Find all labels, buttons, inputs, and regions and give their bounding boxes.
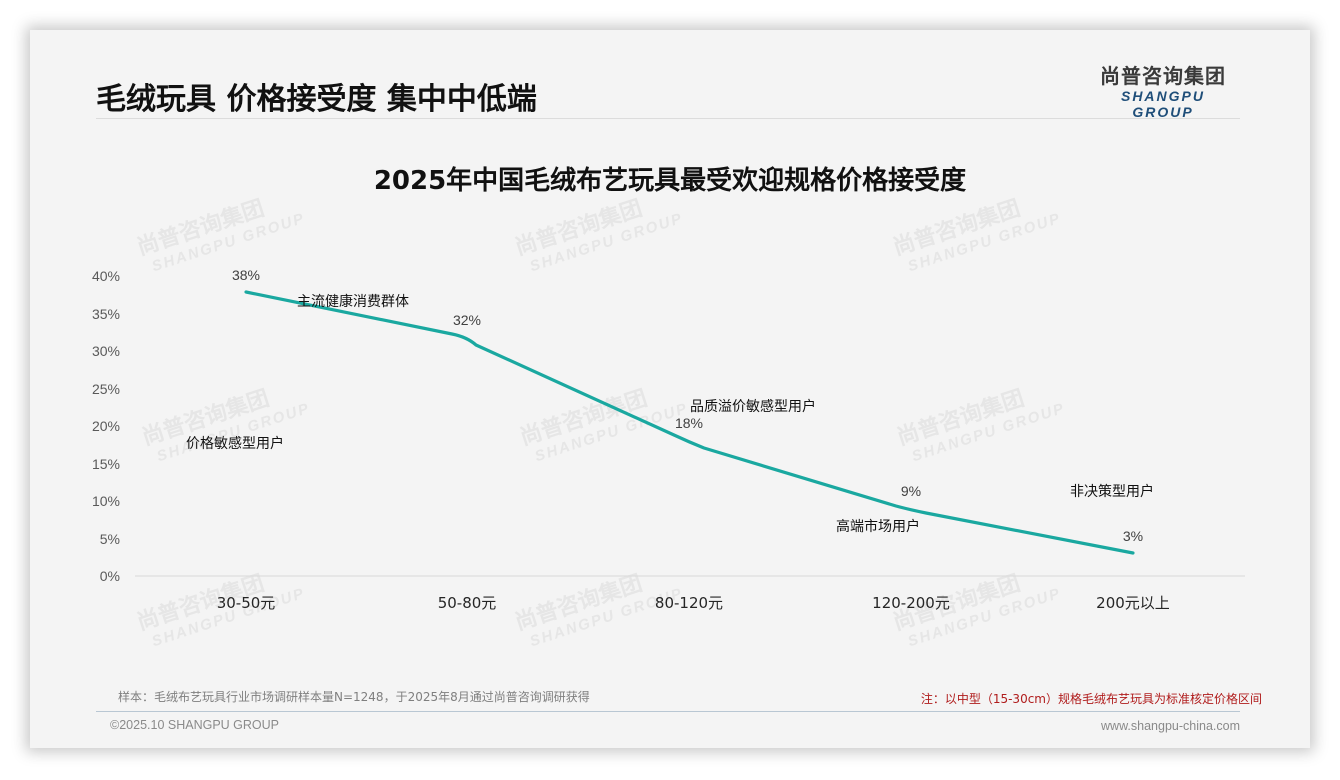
chart-title: 2025年中国毛绒布艺玩具最受欢迎规格价格接受度 xyxy=(373,166,967,196)
x-axis: 30-50元 50-80元 80-120元 120-200元 200元以上 xyxy=(217,594,1170,612)
sample-note: 样本：毛绒布艺玩具行业市场调研样本量N=1248，于2025年8月通过尚普咨询调… xyxy=(118,690,590,704)
annotation-mainstream: 主流健康消费群体 xyxy=(297,293,409,310)
annotation-high-end: 高端市场用户 xyxy=(836,518,920,535)
y-tick: 40% xyxy=(92,268,120,284)
page-title: 毛绒玩具 价格接受度 集中中低端 xyxy=(96,82,537,117)
x-tick: 50-80元 xyxy=(438,594,497,612)
annotation-non-decision: 非决策型用户 xyxy=(1070,483,1154,500)
line-chart: 尚普咨询集团 SHANGPU GROUP 尚普咨询集团 SHANGPU GROU… xyxy=(92,195,1245,650)
data-label: 18% xyxy=(675,415,703,431)
title-divider xyxy=(96,118,1240,119)
y-tick: 5% xyxy=(100,531,120,547)
website-link[interactable]: www.shangpu-china.com xyxy=(1101,719,1240,733)
company-logo: 尚普咨询集团 SHANGPU GROUP xyxy=(1088,64,1238,120)
x-tick: 200元以上 xyxy=(1096,594,1170,612)
logo-cn-text: 尚普咨询集团 xyxy=(1100,64,1226,88)
slide: 毛绒玩具 价格接受度 集中中低端 尚普咨询集团 SHANGPU GROUP 20… xyxy=(30,30,1310,748)
logo-en-text: SHANGPU GROUP xyxy=(1120,88,1205,120)
y-tick: 30% xyxy=(92,343,120,359)
series-line xyxy=(244,290,1135,555)
data-label: 3% xyxy=(1123,528,1143,544)
y-axis: 40% 35% 30% 25% 20% 15% 10% 5% 0% xyxy=(92,268,120,584)
annotation-price-sensitive: 价格敏感型用户 xyxy=(186,435,284,452)
x-tick: 30-50元 xyxy=(217,594,276,612)
data-label: 9% xyxy=(901,483,921,499)
y-tick: 20% xyxy=(92,418,120,434)
data-labels: 38% 32% 18% 9% 3% xyxy=(232,267,1143,544)
x-tick: 120-200元 xyxy=(872,594,950,612)
footer-divider xyxy=(96,711,1240,712)
copyright: ©2025.10 SHANGPU GROUP xyxy=(110,718,279,732)
y-tick: 10% xyxy=(92,493,120,509)
y-tick: 15% xyxy=(92,456,120,472)
data-label: 38% xyxy=(232,267,260,283)
data-label: 32% xyxy=(453,312,481,328)
annotations: 价格敏感型用户 主流健康消费群体 品质溢价敏感型用户 高端市场用户 非决策型用户 xyxy=(186,293,1154,535)
x-tick: 80-120元 xyxy=(655,594,723,612)
y-tick: 35% xyxy=(92,306,120,322)
y-tick: 0% xyxy=(100,568,120,584)
annotation-quality-premium: 品质溢价敏感型用户 xyxy=(690,398,816,415)
watermark-layer: 尚普咨询集团 SHANGPU GROUP 尚普咨询集团 SHANGPU GROU… xyxy=(134,195,1068,650)
y-tick: 25% xyxy=(92,381,120,397)
price-range-note: 注：以中型（15-30cm）规格毛绒布艺玩具为标准核定价格区间 xyxy=(920,692,1262,706)
